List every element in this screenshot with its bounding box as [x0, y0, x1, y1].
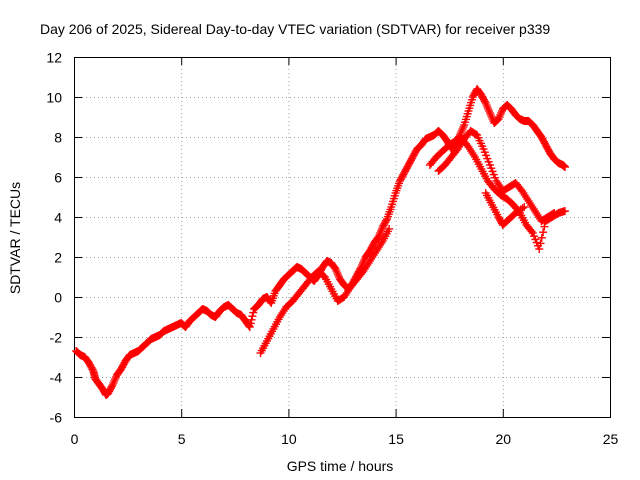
data-point — [245, 323, 254, 331]
data-point — [536, 239, 545, 248]
x-tick-label: 5 — [178, 431, 186, 447]
data-point — [539, 228, 548, 237]
data-point — [535, 245, 544, 253]
data-point — [382, 216, 391, 225]
y-axis-label: SDTVAR / TECUs — [7, 182, 23, 294]
y-tick-label: 4 — [54, 210, 62, 226]
data-point — [247, 315, 256, 324]
y-axis-ticks: -6 -4 -2 0 2 4 6 8 10 12 — [46, 50, 610, 426]
y-tick-label: 0 — [54, 290, 62, 306]
y-tick-label: 2 — [54, 250, 62, 266]
y-tick-label: -6 — [50, 410, 63, 426]
data-point — [249, 308, 258, 317]
data-point — [527, 227, 536, 236]
x-tick-label: 0 — [71, 431, 79, 447]
data-point — [548, 209, 557, 218]
x-axis-label: GPS time / hours — [287, 458, 394, 474]
y-tick-label: -2 — [50, 330, 63, 346]
grid — [74, 57, 610, 417]
data-point — [550, 209, 559, 217]
data-point — [385, 225, 394, 233]
data-point — [248, 312, 257, 321]
data-point — [560, 163, 569, 171]
data-point — [518, 204, 527, 213]
data-point — [520, 203, 529, 211]
data-point — [540, 222, 549, 231]
plot-frame — [74, 57, 611, 418]
chart-title: Day 206 of 2025, Sidereal Day-to-day VTE… — [40, 21, 550, 37]
x-tick-label: 15 — [388, 431, 404, 447]
y-tick-label: 10 — [46, 90, 62, 106]
data-point — [560, 207, 569, 215]
y-tick-label: 12 — [46, 50, 62, 66]
data-point — [107, 382, 116, 391]
data-point — [480, 97, 489, 106]
y-tick-label: -4 — [50, 370, 63, 386]
scatter-points — [72, 85, 569, 399]
x-tick-label: 10 — [281, 431, 297, 447]
y-tick-label: 6 — [54, 170, 62, 186]
x-tick-label: 25 — [603, 431, 619, 447]
y-tick-label: 8 — [54, 130, 62, 146]
data-point — [537, 233, 546, 242]
data-point — [246, 319, 255, 328]
x-tick-label: 20 — [496, 431, 512, 447]
x-axis-ticks: 0 5 10 15 20 25 — [71, 57, 619, 447]
